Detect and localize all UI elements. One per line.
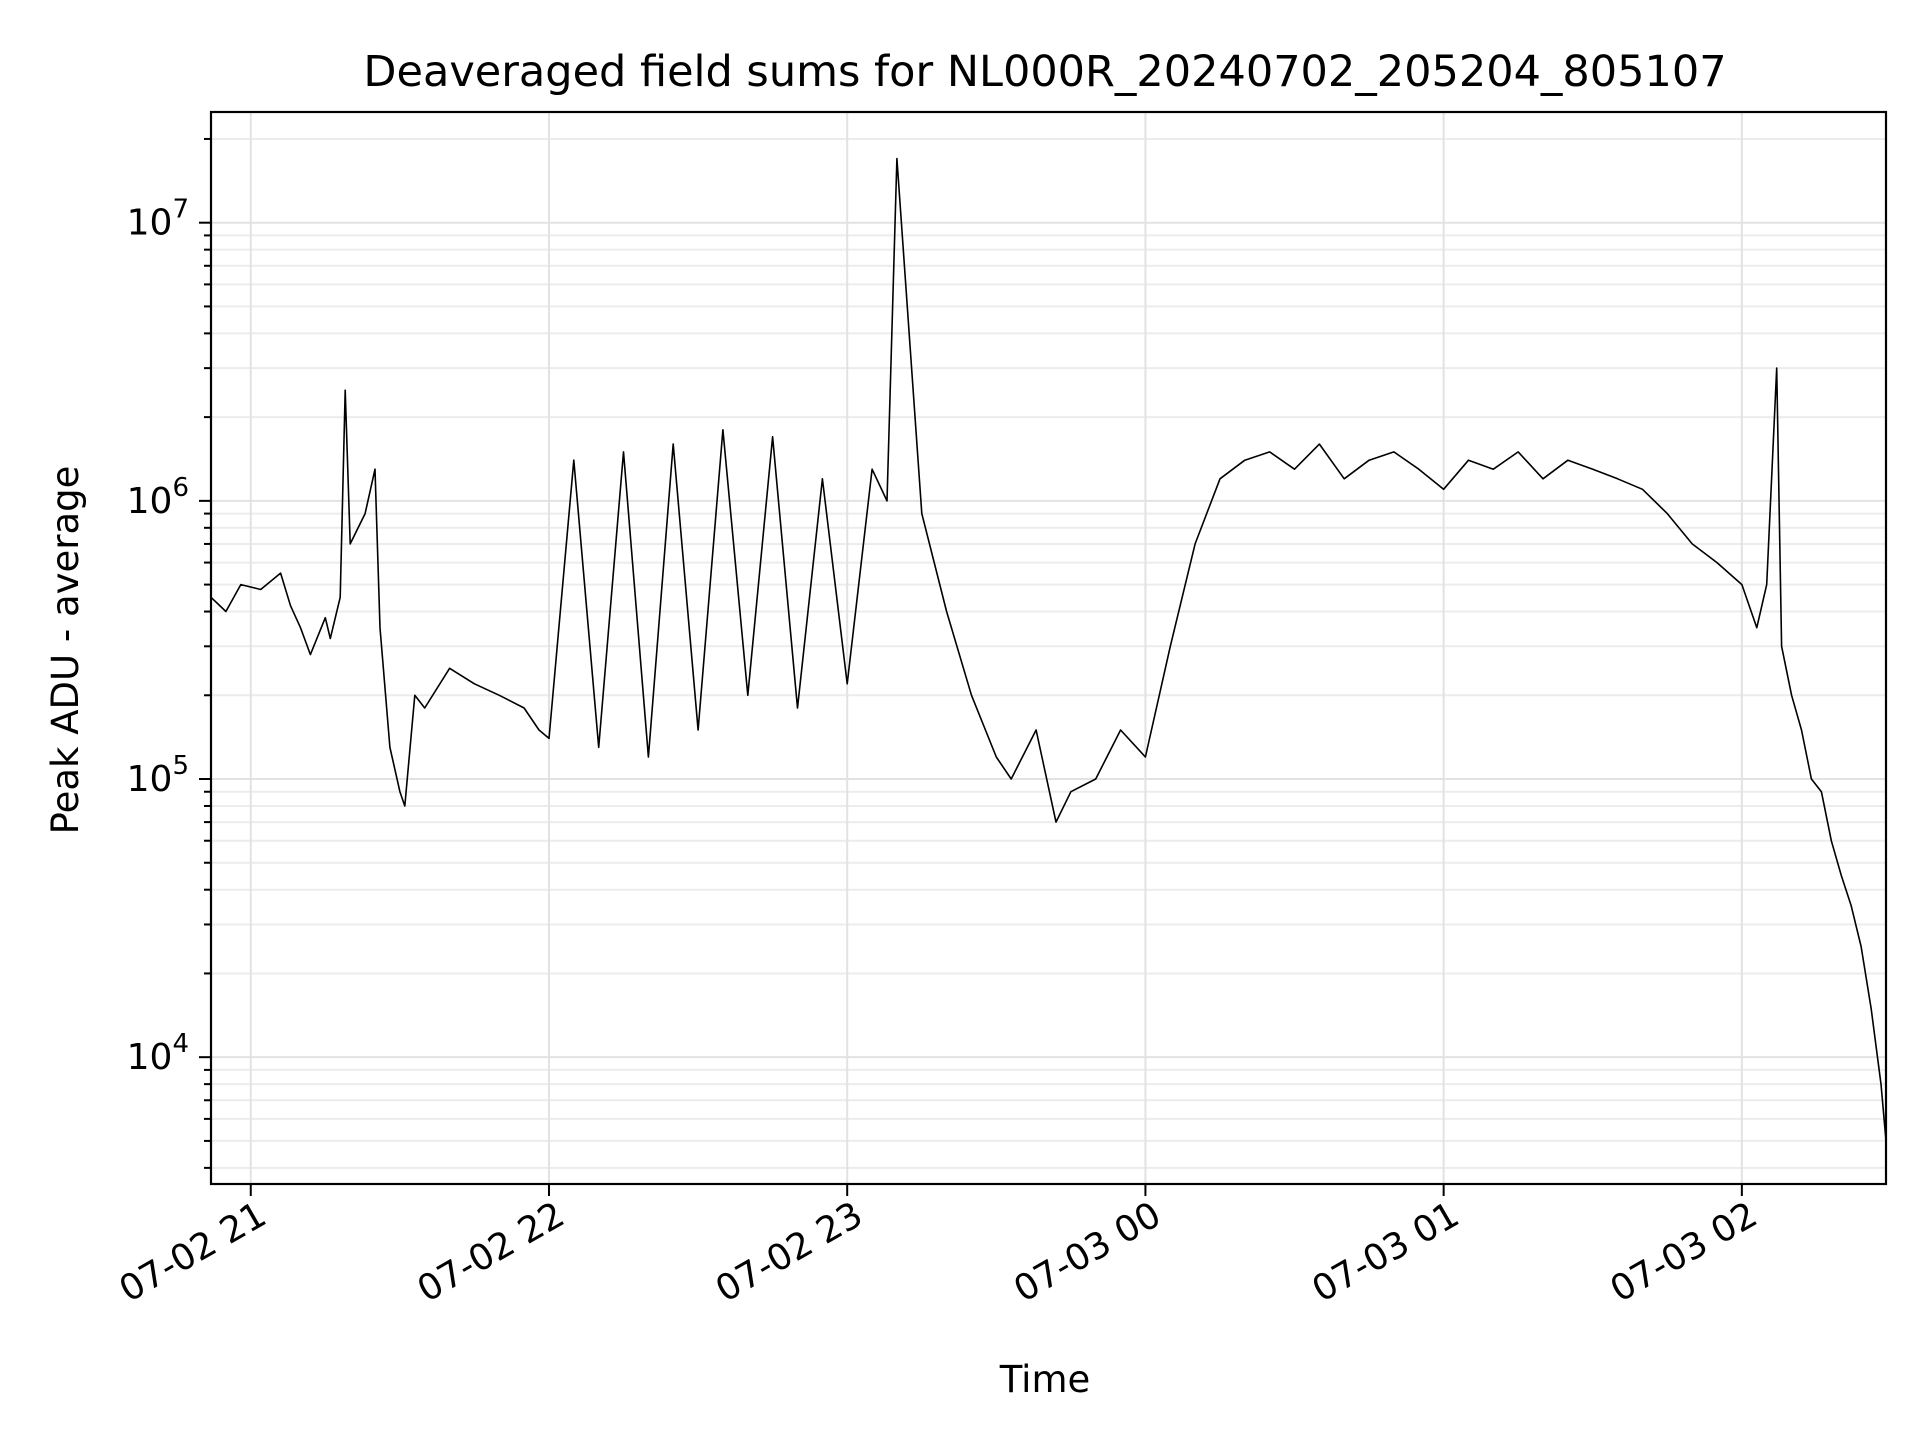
x-axis-label: Time xyxy=(999,1358,1091,1401)
y-tick-label: 107 xyxy=(127,195,189,244)
series-line xyxy=(210,157,1887,1141)
plot-frame xyxy=(209,110,1888,1186)
y-tick-label: 105 xyxy=(127,751,189,800)
chart-title: Deaveraged field sums for NL000R_2024070… xyxy=(363,47,1726,97)
y-axis-label: Peak ADU - average xyxy=(44,466,87,835)
line-layer xyxy=(210,157,1887,1141)
y-tick-label: 106 xyxy=(127,473,189,522)
grid-layer xyxy=(211,112,1886,1184)
y-tick-label: 104 xyxy=(127,1029,189,1078)
